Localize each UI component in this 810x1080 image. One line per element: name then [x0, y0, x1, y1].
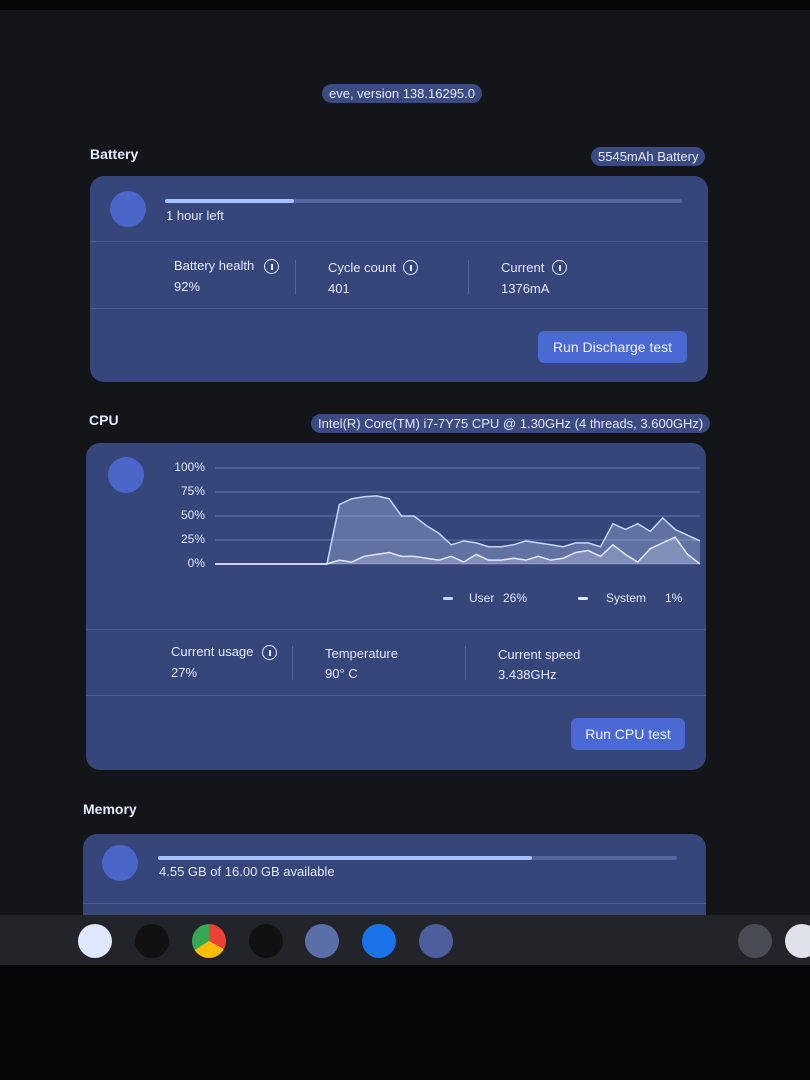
- diagnostics-icon[interactable]: [419, 924, 453, 958]
- y-tick-label: 25%: [181, 532, 205, 546]
- stat-label: Current: [501, 260, 545, 275]
- memory-bar: [158, 856, 532, 860]
- stat-value: 1376mA: [501, 281, 550, 296]
- run-discharge-button[interactable]: Run Discharge test: [538, 331, 687, 363]
- info-icon[interactable]: [264, 259, 279, 274]
- area: [215, 495, 700, 564]
- battery-icon: [110, 191, 146, 227]
- info-icon[interactable]: [403, 260, 418, 275]
- area: [215, 537, 700, 564]
- tray-icon[interactable]: [785, 924, 810, 958]
- legend-swatch: [578, 597, 588, 600]
- stat-value: 27%: [171, 665, 198, 680]
- y-tick-label: 0%: [188, 556, 206, 570]
- divider: [295, 260, 296, 294]
- app-icon[interactable]: [249, 924, 283, 958]
- stat-value: 92%: [174, 279, 201, 294]
- files-icon[interactable]: [362, 924, 396, 958]
- battery-bar: [165, 199, 295, 203]
- line: [215, 536, 701, 565]
- stat-value: 401: [328, 281, 350, 296]
- section-title: CPU: [89, 412, 119, 428]
- app-icon[interactable]: [135, 924, 169, 958]
- stat-label: Current speed: [498, 647, 581, 662]
- info-icon[interactable]: [262, 645, 277, 660]
- divider: [83, 903, 706, 904]
- divider: [465, 646, 466, 680]
- legend-label: User: [469, 591, 494, 605]
- memory-available: 4.55 GB of 16.00 GB available: [159, 864, 335, 879]
- legend-swatch: [443, 597, 453, 600]
- battery-track: [165, 199, 682, 203]
- memory-track: [158, 856, 677, 860]
- cpu-badge: Intel(R) Core(TM) i7-7Y75 CPU @ 1.30GHz …: [311, 414, 711, 433]
- tray-icon[interactable]: [738, 924, 772, 958]
- legend-value: 26%: [503, 591, 527, 605]
- legend-value: 1%: [665, 591, 683, 605]
- stat-value: 90° C: [325, 666, 358, 681]
- stat-label: Temperature: [325, 646, 398, 661]
- time-left: 1 hour left: [166, 208, 224, 223]
- y-tick-label: 100%: [174, 460, 205, 474]
- divider: [468, 260, 469, 294]
- memory-icon: [102, 845, 138, 881]
- terminal-icon[interactable]: [305, 924, 339, 958]
- section-title: Memory: [83, 801, 137, 817]
- version-chip: eve, version 138.16295.0: [322, 84, 482, 103]
- stat-label: Cycle count: [328, 260, 396, 275]
- legend-label: System: [606, 591, 646, 605]
- cpu-icon: [108, 457, 144, 493]
- divider: [292, 646, 293, 680]
- stat-label: Battery health: [174, 258, 255, 273]
- divider: [90, 241, 708, 242]
- y-tick-label: 50%: [181, 508, 205, 522]
- divider: [90, 308, 708, 309]
- y-tick-label: 75%: [181, 484, 205, 498]
- launcher[interactable]: [78, 924, 112, 958]
- divider: [86, 629, 706, 630]
- info-icon[interactable]: [552, 260, 567, 275]
- battery-badge: 5545mAh Battery: [591, 147, 706, 166]
- run-cpu-button[interactable]: Run CPU test: [571, 718, 685, 750]
- chrome-icon[interactable]: [192, 924, 226, 958]
- section-title: Battery: [90, 146, 139, 162]
- cpu-card: [86, 443, 706, 770]
- stat-label: Current usage: [171, 644, 254, 659]
- divider: [86, 695, 706, 696]
- stat-value: 3.438GHz: [498, 667, 557, 682]
